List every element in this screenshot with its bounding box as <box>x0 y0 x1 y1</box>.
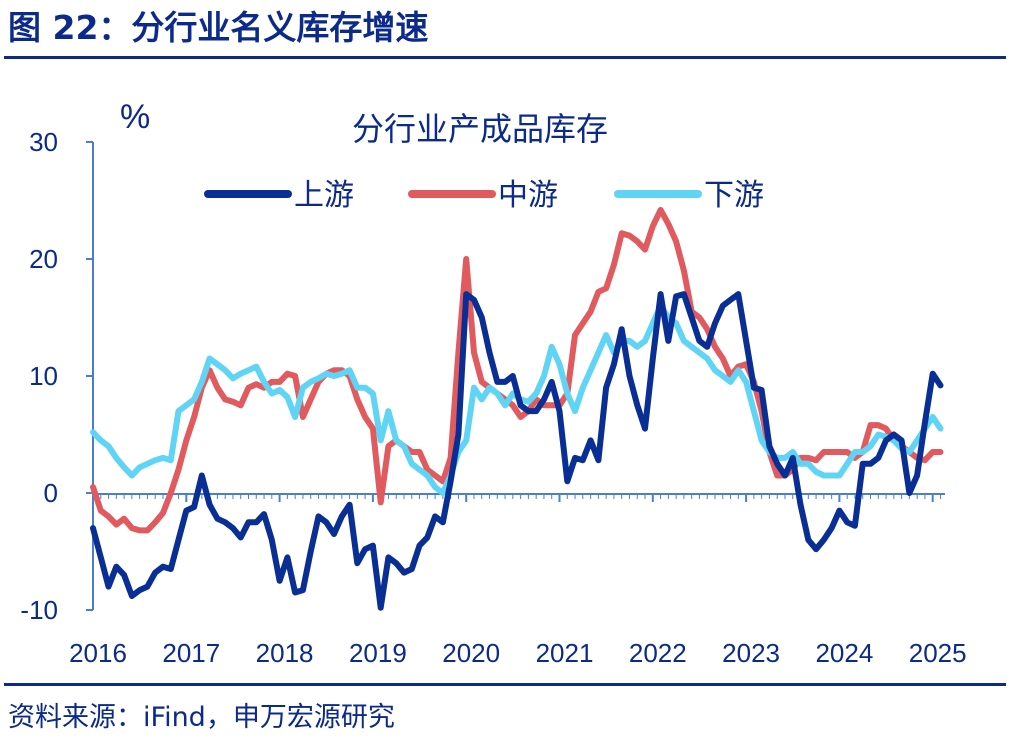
series-line-midstream <box>90 206 944 534</box>
series-line-upstream <box>90 291 944 611</box>
x-tick-label: 2018 <box>256 638 314 668</box>
bottom-rule <box>4 683 1006 686</box>
x-tick-label: 2017 <box>162 638 220 668</box>
y-tick-label: 0 <box>44 478 58 508</box>
source-note: 资料来源：iFind，申万宏源研究 <box>8 702 395 733</box>
legend-label-midstream: 中游 <box>498 178 558 213</box>
y-tick-label: 30 <box>29 127 58 157</box>
x-tick-label: 2025 <box>909 638 967 668</box>
x-tick-label: 2023 <box>722 638 780 668</box>
top-rule <box>4 56 1006 59</box>
x-tick-label: 2016 <box>69 638 127 668</box>
legend-label-downstream: 下游 <box>704 178 764 213</box>
x-tick-label: 2024 <box>815 638 873 668</box>
y-axis-unit: % <box>120 98 150 136</box>
y-tick-label: 10 <box>29 361 58 391</box>
x-tick-label: 2022 <box>629 638 687 668</box>
figure-title: 图 22：分行业名义库存增速 <box>8 8 429 47</box>
x-tick-label: 2020 <box>442 638 500 668</box>
y-tick-label: 20 <box>29 244 58 274</box>
chart-title: 分行业产成品库存 <box>352 110 608 148</box>
legend-label-upstream: 上游 <box>294 178 354 213</box>
x-tick-label: 2021 <box>536 638 594 668</box>
y-tick-label: -10 <box>20 595 58 625</box>
x-tick-label: 2019 <box>349 638 407 668</box>
